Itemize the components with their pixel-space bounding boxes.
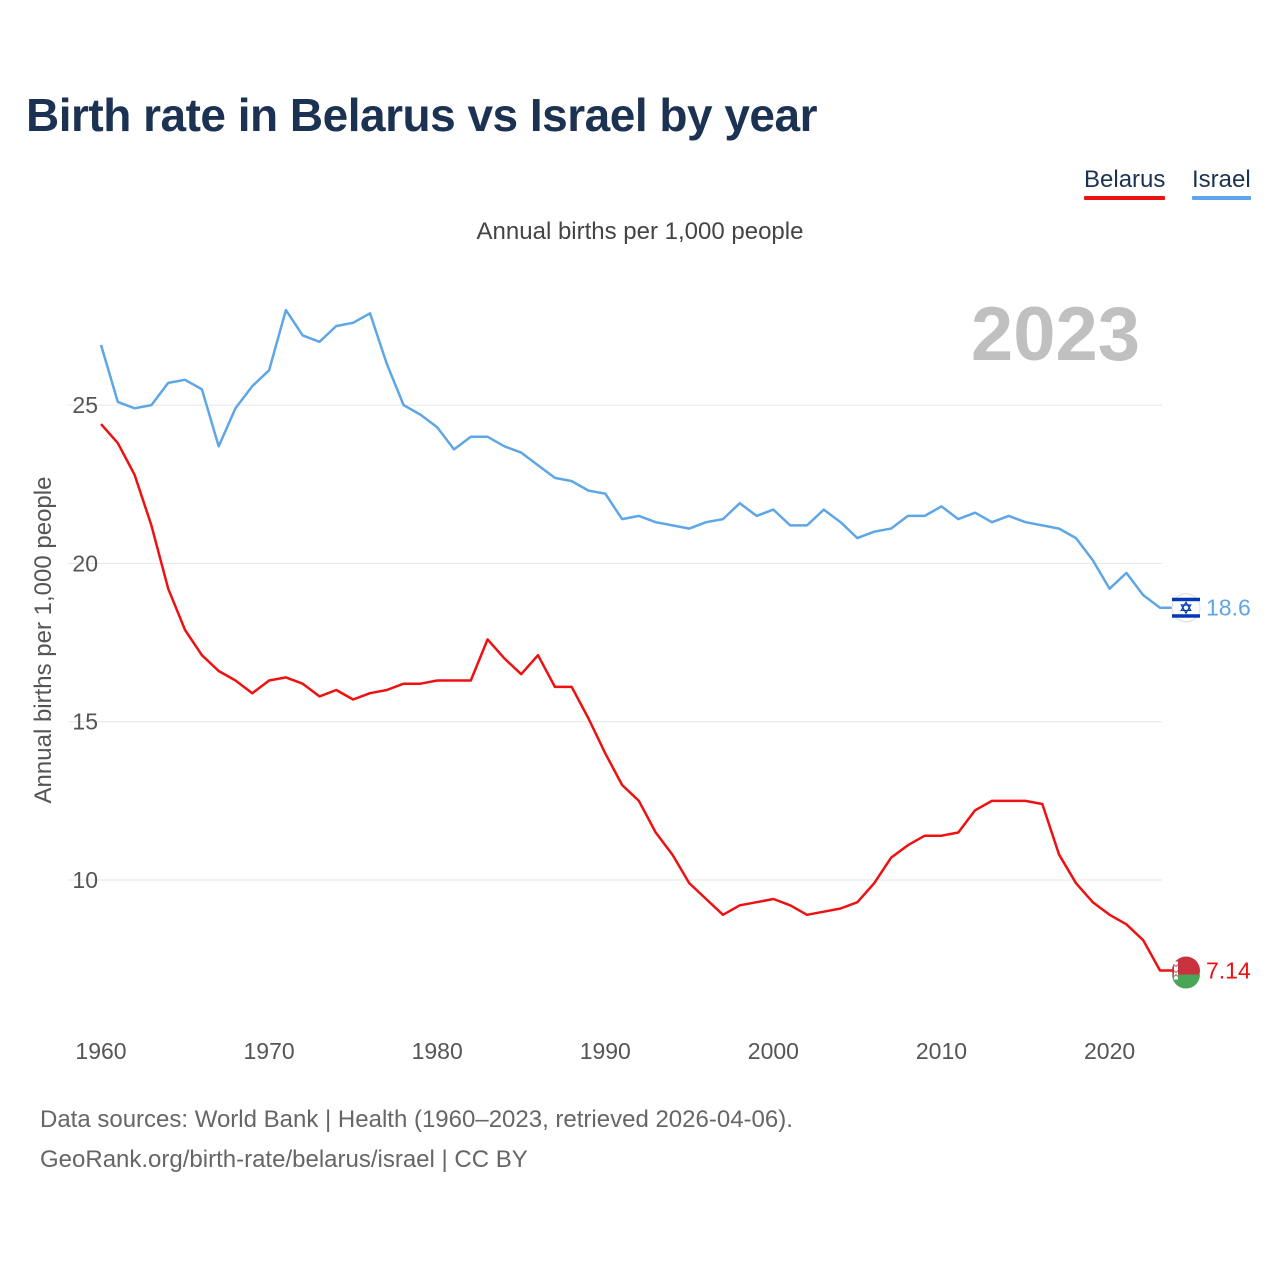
x-axis-ticks: 1960 1970 1980 1990 2000 2010 2020 [75, 1038, 1135, 1064]
end-value-label-belarus: 7.14 [1206, 958, 1251, 984]
x-tick-label-2010: 2010 [916, 1038, 967, 1064]
x-tick-label-1980: 1980 [412, 1038, 463, 1064]
series-line-belarus [100, 423, 1172, 972]
y-tick-label-15: 15 [72, 709, 98, 735]
y-tick-label-20: 20 [72, 550, 98, 576]
x-tick-label-1970: 1970 [244, 1038, 295, 1064]
legend-item-israel[interactable]: Israel [1192, 166, 1251, 200]
x-tick-label-2020: 2020 [1084, 1038, 1135, 1064]
belarus-flag-green-band [1172, 974, 1200, 989]
series-line-israel [99, 308, 1172, 609]
star-of-david-icon [1180, 601, 1192, 615]
legend-swatch-belarus [1084, 196, 1166, 200]
end-value-label-israel: 18.6 [1206, 595, 1251, 621]
y-tick-label-25: 25 [72, 392, 98, 418]
x-tick-label-2000: 2000 [748, 1038, 799, 1064]
y-axis-label: Annual births per 1,000 people [30, 477, 57, 804]
belarus-flag-ornament [1174, 961, 1178, 980]
flag-marker-israel [1171, 593, 1201, 623]
x-tick-label-1960: 1960 [75, 1038, 126, 1064]
israel-flag-stripe-top [1172, 597, 1200, 602]
data-source-note: Data sources: World Bank | Health (1960–… [40, 1106, 793, 1133]
end-markers: 7.14 18.6 [1171, 593, 1251, 989]
belarus-ornament-pattern [1173, 964, 1179, 977]
grid-layer [68, 404, 1162, 881]
flag-marker-belarus [1172, 956, 1200, 989]
legend-item-belarus[interactable]: Belarus [1084, 166, 1166, 200]
y-tick-label-10: 10 [72, 867, 98, 893]
line-chart: 2023 Annual births per 1,000 people 10 15… [30, 292, 1251, 1064]
chart-title: Birth rate in Belarus vs Israel by year [26, 89, 818, 141]
x-tick-label-1990: 1990 [580, 1038, 631, 1064]
legend-label-belarus: Belarus [1084, 166, 1166, 193]
legend-label-israel: Israel [1192, 166, 1251, 193]
chart-subtitle: Annual births per 1,000 people [476, 218, 804, 245]
israel-flag-stripe-bottom [1172, 614, 1200, 618]
series-layer [99, 308, 1172, 972]
y-axis-ticks: 10 15 20 25 [72, 392, 98, 893]
legend-swatch-israel [1192, 196, 1251, 200]
year-watermark: 2023 [971, 292, 1140, 377]
credit-link[interactable]: GeoRank.org/birth-rate/belarus/israel | … [40, 1146, 528, 1173]
